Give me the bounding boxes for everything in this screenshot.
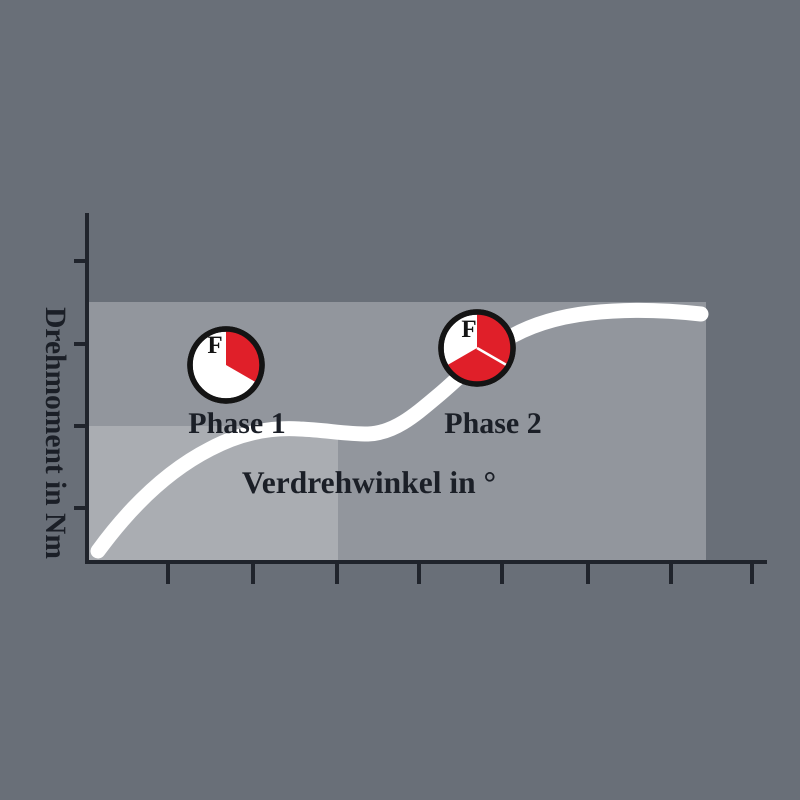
svg-text:F: F <box>461 316 476 343</box>
svg-text:Drehmoment in Nm: Drehmoment in Nm <box>39 307 71 559</box>
svg-text:Phase 1: Phase 1 <box>188 407 286 440</box>
svg-text:F: F <box>207 332 222 359</box>
svg-text:Verdrehwinkel in °: Verdrehwinkel in ° <box>242 465 496 500</box>
svg-text:Phase 2: Phase 2 <box>444 407 542 440</box>
